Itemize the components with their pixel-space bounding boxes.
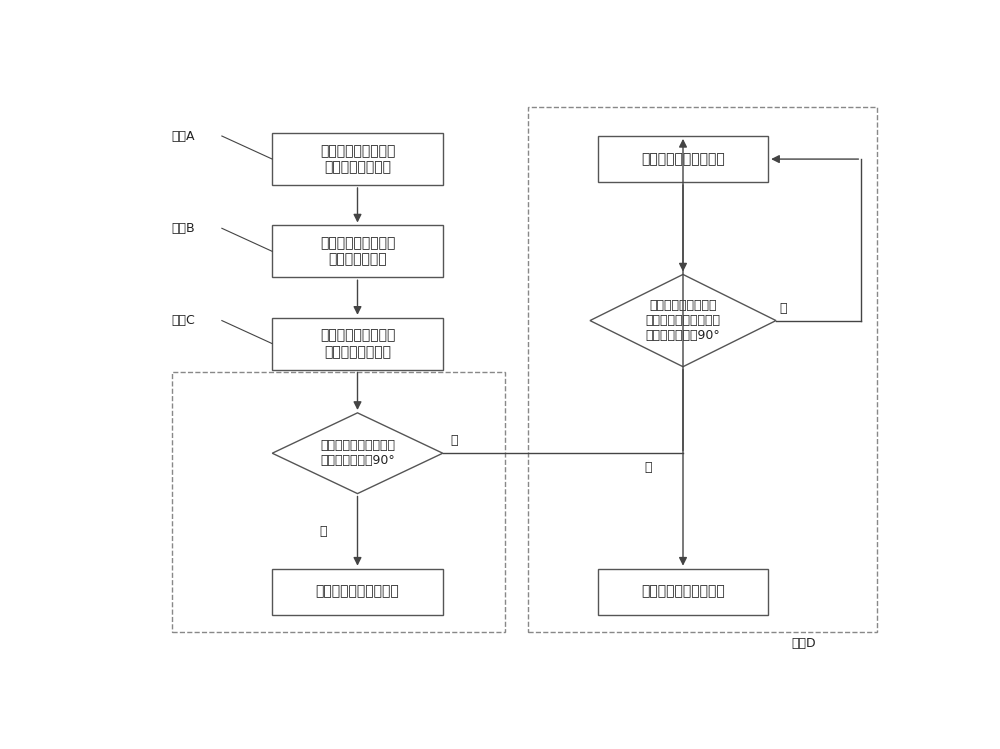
Bar: [172, 372, 505, 632]
Text: 采集管路内的燃油的
压力脉动及相位: 采集管路内的燃油的 压力脉动及相位: [320, 236, 395, 267]
Bar: [272, 318, 443, 369]
Bar: [272, 133, 443, 185]
Text: 调节供油的频率和相位: 调节供油的频率和相位: [641, 152, 725, 166]
Bar: [598, 136, 768, 182]
Text: 步骤B: 步骤B: [172, 222, 195, 234]
Polygon shape: [590, 274, 776, 367]
Text: 燃油供应相位保持不变: 燃油供应相位保持不变: [641, 585, 725, 598]
Text: 步骤D: 步骤D: [792, 637, 816, 650]
Text: 否: 否: [450, 434, 458, 447]
Text: 否: 否: [780, 302, 787, 315]
Text: 步骤C: 步骤C: [172, 314, 195, 327]
Text: 是: 是: [319, 524, 326, 538]
Text: 通过油泵向燃烧室内
供油，并点火燃烧: 通过油泵向燃烧室内 供油，并点火燃烧: [320, 144, 395, 175]
Bar: [272, 225, 443, 277]
Text: 采集燃烧室内的燃油
的压力脉动及相位: 采集燃烧室内的燃油 的压力脉动及相位: [320, 329, 395, 359]
Text: 上述采集的两个压力脉
动相位差値大于90°: 上述采集的两个压力脉 动相位差値大于90°: [320, 439, 395, 467]
Bar: [528, 107, 877, 632]
Text: 是: 是: [644, 461, 652, 474]
Text: 步骤A: 步骤A: [172, 130, 195, 142]
Text: 燃油供应相位保持不变: 燃油供应相位保持不变: [316, 585, 399, 598]
Bar: [272, 568, 443, 615]
Polygon shape: [272, 413, 443, 494]
Bar: [598, 568, 768, 615]
Text: 调节后的供油相位与
燃烧室内的燃油压力脉
动相位差値大于90°: 调节后的供油相位与 燃烧室内的燃油压力脉 动相位差値大于90°: [646, 299, 720, 342]
